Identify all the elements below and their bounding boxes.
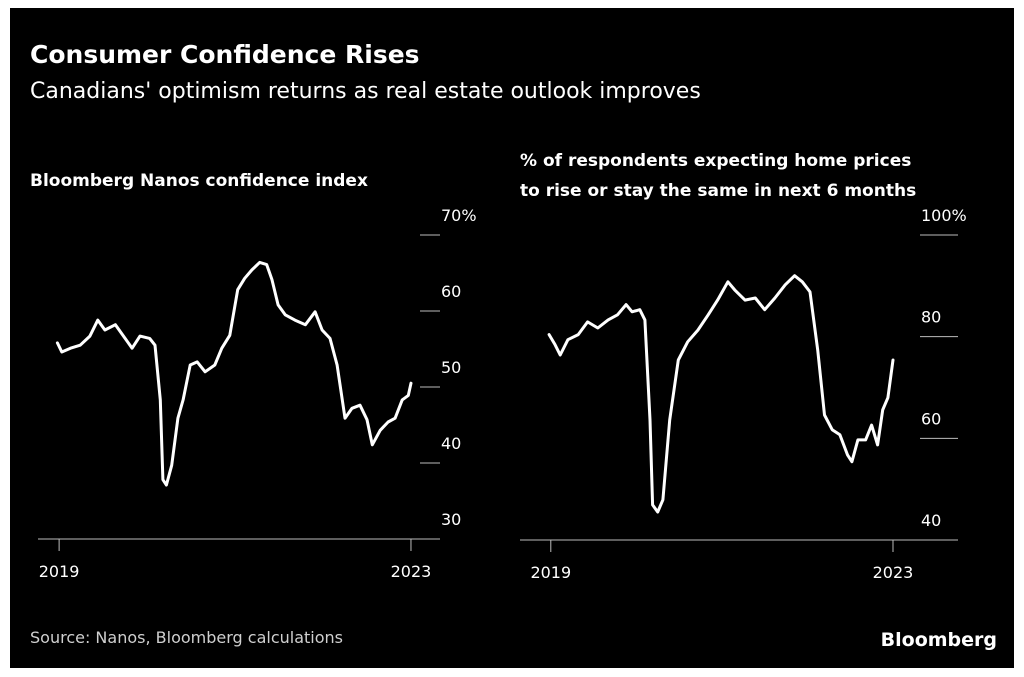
y-tick-label: 70% <box>441 206 477 225</box>
y-tick-label: 50 <box>441 358 461 377</box>
x-tick-label: 2019 <box>39 562 80 581</box>
source: Source: Nanos, Bloomberg calculations <box>30 628 343 647</box>
x-tick-label: 2019 <box>530 563 571 582</box>
y-tick-label: 60 <box>921 409 941 428</box>
subtitle: Canadians' optimism returns as real esta… <box>30 79 701 104</box>
panel-title: to rise or stay the same in next 6 month… <box>520 181 916 201</box>
y-tick-label: 30 <box>441 510 461 529</box>
brand: Bloomberg <box>881 629 997 651</box>
y-tick-label: 40 <box>441 434 461 453</box>
x-tick-label: 2023 <box>391 562 432 581</box>
title: Consumer Confidence Rises <box>30 40 420 69</box>
y-tick-label: 100% <box>921 206 967 225</box>
panel-title: Bloomberg Nanos confidence index <box>30 171 368 191</box>
data-line <box>547 274 895 514</box>
y-tick-label: 40 <box>921 511 941 530</box>
panel-title: % of respondents expecting home prices <box>520 151 911 171</box>
y-tick-label: 60 <box>441 282 461 301</box>
data-line <box>55 260 413 487</box>
x-tick-label: 2023 <box>873 563 914 582</box>
background <box>10 8 1014 668</box>
y-tick-label: 80 <box>921 308 941 327</box>
